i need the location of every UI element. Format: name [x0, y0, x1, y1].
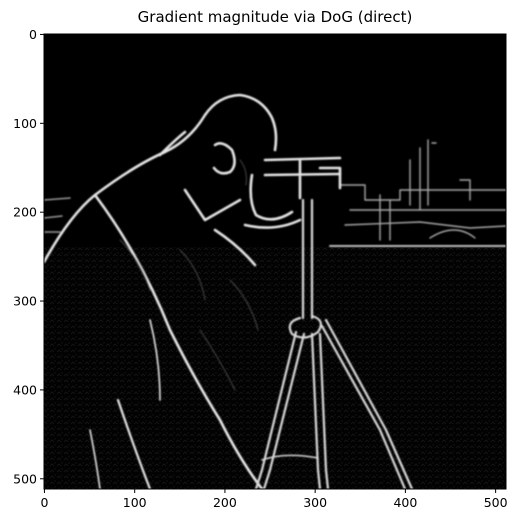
y-tick-label: 300 — [13, 294, 37, 309]
plot-title: Gradient magnitude via DoG (direct) — [138, 8, 413, 26]
y-axis: 0 100 200 300 400 500 — [13, 27, 44, 486]
image-area — [43, 33, 507, 490]
x-tick-label: 300 — [303, 495, 327, 510]
buildings-edges — [339, 139, 506, 241]
y-tick-label: 400 — [13, 382, 37, 397]
x-tick-label: 500 — [484, 495, 508, 510]
back-outline — [44, 93, 278, 264]
x-tick-label: 400 — [393, 495, 417, 510]
axes-frame — [43, 33, 507, 490]
y-tick-label: 0 — [29, 27, 37, 42]
x-axis: 0 100 200 300 400 500 — [40, 489, 508, 510]
y-tick-label: 500 — [13, 471, 37, 486]
y-tick-label: 200 — [13, 205, 37, 220]
x-tick-label: 200 — [213, 495, 237, 510]
edge-map — [44, 93, 506, 489]
y-tick-label: 100 — [13, 116, 37, 131]
x-tick-label: 0 — [40, 495, 48, 510]
person-edges — [44, 93, 342, 489]
x-tick-label: 100 — [123, 495, 147, 510]
tripod-edges — [254, 198, 414, 489]
